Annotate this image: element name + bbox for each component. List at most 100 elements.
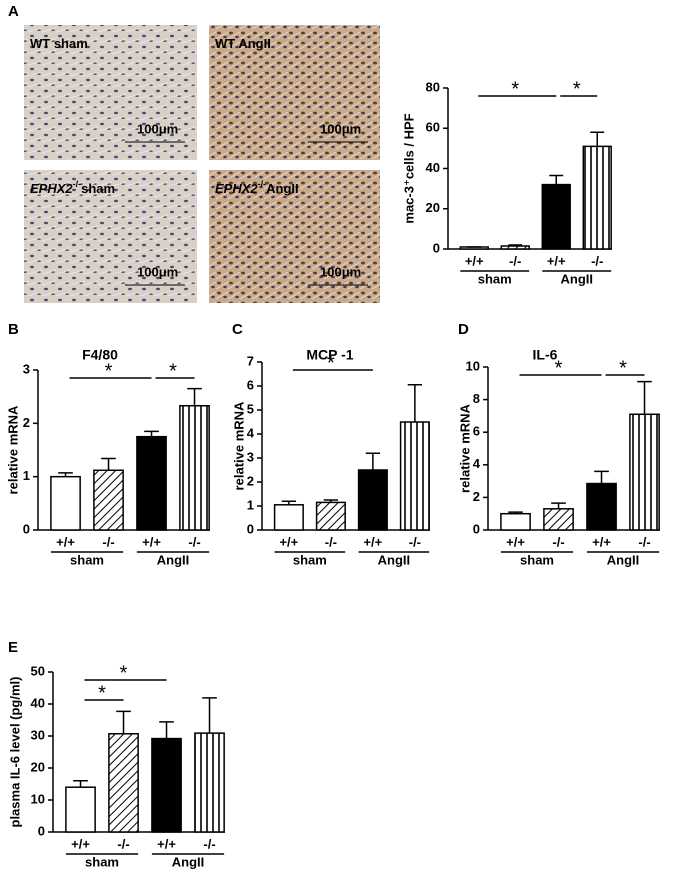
x-tick-label: -/- [509, 253, 521, 268]
error-bar [551, 502, 566, 509]
significance-label: * [619, 357, 627, 379]
x-tick-label: -/- [638, 534, 650, 549]
x-tick-label: -/- [591, 253, 603, 268]
group-label: AngII [172, 854, 205, 869]
y-tick-label: 1 [247, 497, 254, 512]
error-bar [159, 721, 174, 739]
bar [179, 404, 210, 531]
y-tick-label: 0 [23, 521, 30, 536]
bar [500, 512, 531, 531]
panel-label: B [8, 321, 19, 338]
x-tick-label: -/- [409, 534, 421, 549]
y-tick-label: 40 [426, 160, 440, 175]
bar [136, 435, 167, 531]
y-axis-label: relative mRNA [457, 403, 472, 492]
bar [194, 732, 225, 833]
micrograph [209, 170, 380, 303]
group-label: sham [520, 552, 554, 567]
error-bar [594, 470, 609, 484]
y-tick-label: 0 [433, 240, 440, 255]
genotype: -/- [258, 179, 267, 189]
y-tick-label: 30 [31, 727, 45, 742]
group-label: sham [85, 854, 119, 869]
x-tick-label: -/- [325, 534, 337, 549]
x-tick-label: +/+ [157, 836, 176, 851]
y-tick-label: 0 [247, 521, 254, 536]
gene: EPHX2 [30, 181, 73, 196]
y-tick-label: 6 [247, 377, 254, 392]
bar [399, 421, 430, 531]
genotype: -/- [73, 179, 82, 189]
significance-label: * [555, 357, 563, 379]
error-bar [590, 131, 605, 147]
chart-title: IL-6 [533, 347, 558, 363]
x-tick-label: -/- [188, 534, 200, 549]
x-tick-label: -/- [117, 836, 129, 851]
x-tick-label: -/- [203, 836, 215, 851]
group-label: AngII [560, 271, 593, 286]
x-tick-label: +/+ [547, 253, 566, 268]
x-tick-label: -/- [552, 534, 564, 549]
error-bar [73, 780, 88, 788]
condition: WT AngII [215, 36, 271, 51]
x-tick-label: +/+ [279, 534, 298, 549]
y-tick-label: 20 [31, 759, 45, 774]
group-label: AngII [157, 552, 190, 567]
y-tick-label: 8 [473, 391, 480, 406]
micrograph-label: WT AngII [215, 36, 271, 51]
y-tick-label: 4 [247, 425, 255, 440]
error-bar [101, 457, 116, 471]
bar [629, 413, 660, 531]
micrograph [24, 25, 197, 160]
group-label: sham [70, 552, 104, 567]
bar [65, 786, 96, 833]
error-bar [323, 499, 339, 503]
y-tick-label: 0 [473, 521, 480, 536]
y-tick-label: 2 [473, 489, 480, 504]
bar [357, 469, 388, 531]
y-tick-label: 50 [31, 663, 45, 678]
error-bar [549, 174, 564, 185]
bar [315, 501, 346, 531]
bar [541, 183, 571, 250]
y-tick-label: 80 [426, 79, 440, 94]
x-tick-label: +/+ [465, 253, 484, 268]
condition: WT sham [30, 36, 88, 51]
bar [151, 737, 182, 833]
y-tick-label: 2 [23, 415, 30, 430]
error-bar [508, 244, 523, 246]
y-tick-label: 7 [247, 353, 254, 368]
y-tick-label: 0 [38, 823, 45, 838]
significance-label: * [169, 360, 177, 382]
scale-label: 100μm [320, 121, 361, 136]
error-bar [508, 511, 523, 514]
scale-label: 100μm [137, 264, 178, 279]
y-tick-label: 3 [247, 449, 254, 464]
bar [543, 508, 574, 531]
micrograph [209, 25, 380, 160]
bar [500, 245, 530, 250]
significance-label: * [98, 682, 106, 704]
significance-label: * [511, 78, 519, 100]
error-bar [144, 430, 159, 437]
y-tick-label: 4 [473, 456, 481, 471]
group-label: sham [293, 552, 327, 567]
y-tick-label: 6 [473, 424, 480, 439]
bar [108, 733, 139, 833]
error-bar [187, 387, 202, 406]
significance-label: * [105, 360, 113, 382]
y-tick-label: 10 [31, 791, 45, 806]
bar [273, 504, 304, 531]
chart-title: F4/80 [82, 347, 118, 363]
error-bar [202, 697, 217, 734]
group-label: AngII [607, 552, 640, 567]
condition: AngII [266, 181, 299, 196]
error-bar [58, 472, 73, 477]
error-bar [365, 452, 381, 470]
chart-title: MCP -1 [306, 347, 353, 363]
error-bar [116, 710, 131, 734]
panel-label: D [458, 321, 469, 338]
micrograph-label: WT sham [30, 36, 88, 51]
y-axis-label: plasma IL-6 level (pg/ml) [7, 677, 22, 828]
scale-label: 100μm [137, 121, 178, 136]
